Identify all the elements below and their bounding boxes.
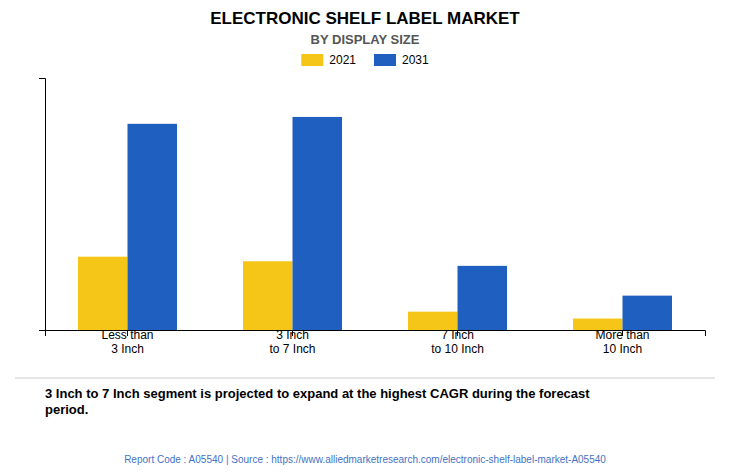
x-tick: Less than3 Inch	[101, 328, 153, 356]
chart: ELECTRONIC SHELF LABEL MARKET BY DISPLAY …	[0, 0, 730, 473]
bar	[293, 117, 343, 330]
y-axis-line	[39, 79, 46, 331]
x-tick-label: More than10 Inch	[595, 328, 649, 356]
separator	[15, 378, 715, 379]
legend-item: 2021	[301, 53, 356, 67]
x-tick: 3 Inchto 7 Inch	[269, 328, 315, 356]
x-tick-label: 3 Inchto 7 Inch	[269, 328, 315, 356]
legend-label: 2031	[402, 53, 429, 67]
legend-item: 2031	[374, 53, 429, 67]
x-tick-label: Less than3 Inch	[101, 328, 153, 356]
bar	[128, 124, 178, 330]
series	[128, 117, 673, 330]
plot: Less than3 Inch 3 Inchto 7 Inch 7 Inchto 1…	[39, 79, 706, 357]
bar	[458, 266, 508, 330]
x-tick-label: 7 Inchto 10 Inch	[431, 328, 484, 356]
footer: Report Code : A05540 | Source : https://…	[124, 454, 606, 465]
legend-swatch	[374, 54, 396, 66]
subtitle: BY DISPLAY SIZE	[311, 32, 420, 47]
legend-label: 2021	[329, 53, 356, 67]
bars	[78, 117, 672, 330]
y-axis	[39, 79, 46, 331]
x-tick: More than10 Inch	[595, 328, 649, 356]
title: ELECTRONIC SHELF LABEL MARKET	[210, 9, 520, 28]
legend: 2021 2031	[301, 53, 429, 67]
legend-swatch	[301, 54, 323, 66]
x-tick: 7 Inchto 10 Inch	[431, 328, 484, 356]
annotation: 3 Inch to 7 Inch segment is projected to…	[45, 386, 590, 417]
bar	[78, 257, 128, 330]
x-axis: Less than3 Inch 3 Inchto 7 Inch 7 Inchto 1…	[46, 328, 706, 356]
bar	[243, 261, 293, 330]
bar	[623, 296, 673, 330]
